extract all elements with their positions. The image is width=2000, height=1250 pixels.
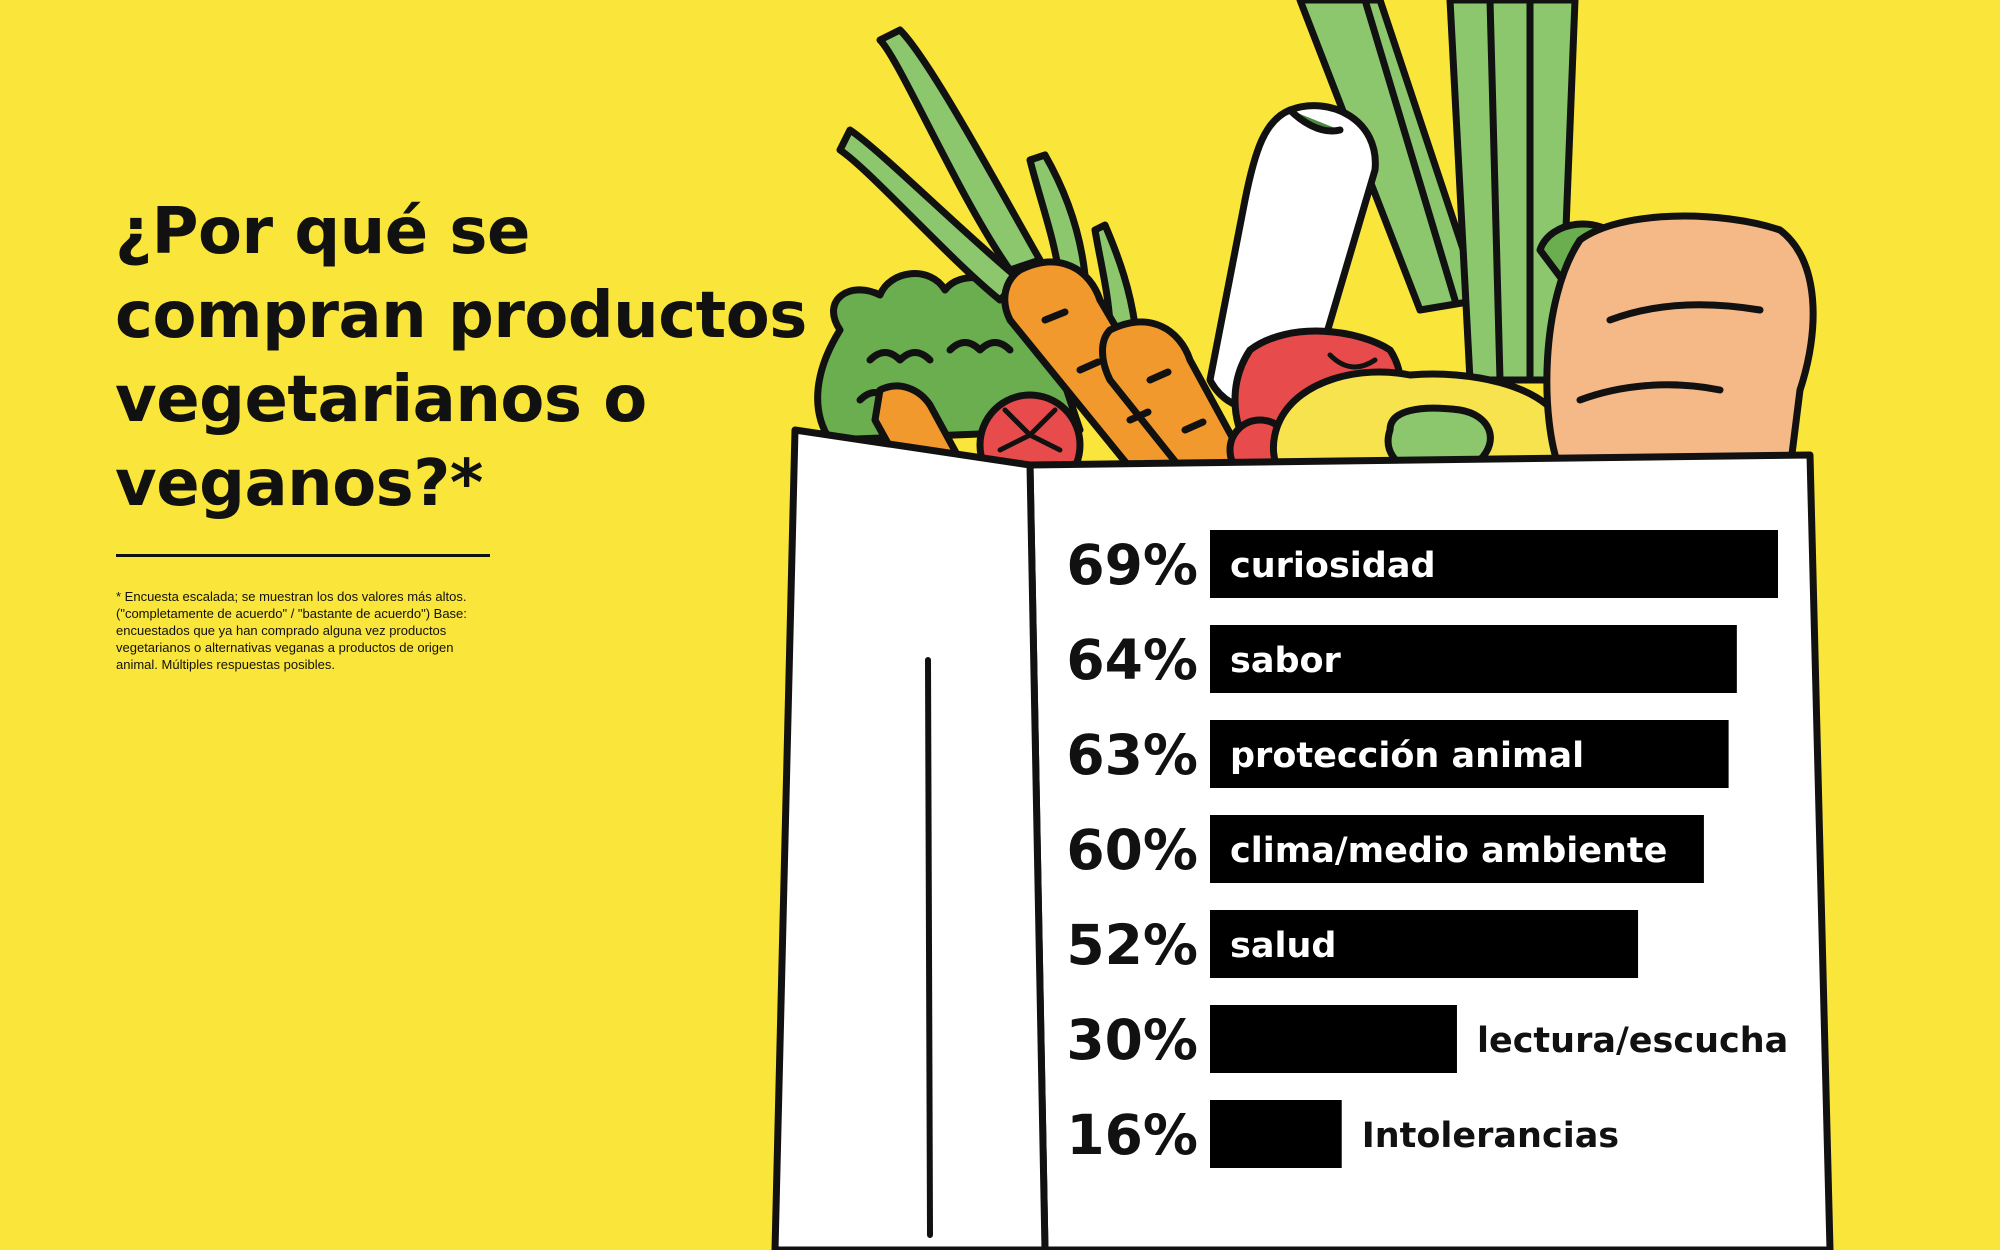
bar-curiosidad: [1210, 530, 1778, 598]
footnote: * Encuesta escalada; se muestran los dos…: [116, 589, 467, 672]
category-label-protecci-n-animal: protección animal: [1230, 736, 1584, 776]
value-label-clima-medio-ambiente: 60%: [1066, 818, 1198, 882]
value-label-salud: 52%: [1066, 913, 1198, 977]
bar-lectura-escucha: [1210, 1005, 1457, 1073]
value-label-lectura-escucha: 30%: [1066, 1008, 1198, 1072]
page-title: ¿Por qué se compran productos vegetarian…: [115, 195, 807, 521]
value-label-intolerancias: 16%: [1066, 1103, 1198, 1167]
value-label-curiosidad: 69%: [1066, 533, 1198, 597]
bar-intolerancias: [1210, 1100, 1342, 1168]
category-label-lectura-escucha: lectura/escucha: [1477, 1021, 1788, 1061]
bar-salud: [1210, 910, 1639, 978]
bag-side: [771, 426, 1049, 1250]
category-label-sabor: sabor: [1230, 641, 1342, 681]
value-label-protecci-n-animal: 63%: [1066, 723, 1198, 787]
bar-clima-medio-ambiente: [1210, 815, 1704, 883]
category-label-intolerancias: Intolerancias: [1362, 1116, 1619, 1156]
bar-protecci-n-animal: [1210, 720, 1729, 788]
category-label-curiosidad: curiosidad: [1230, 546, 1436, 586]
title-divider: [116, 554, 490, 557]
bread-icon: [1543, 212, 1817, 474]
category-label-clima-medio-ambiente: clima/medio ambiente: [1230, 831, 1667, 871]
value-label-sabor: 64%: [1066, 628, 1198, 692]
category-label-salud: salud: [1230, 926, 1336, 966]
bar-sabor: [1210, 625, 1737, 693]
